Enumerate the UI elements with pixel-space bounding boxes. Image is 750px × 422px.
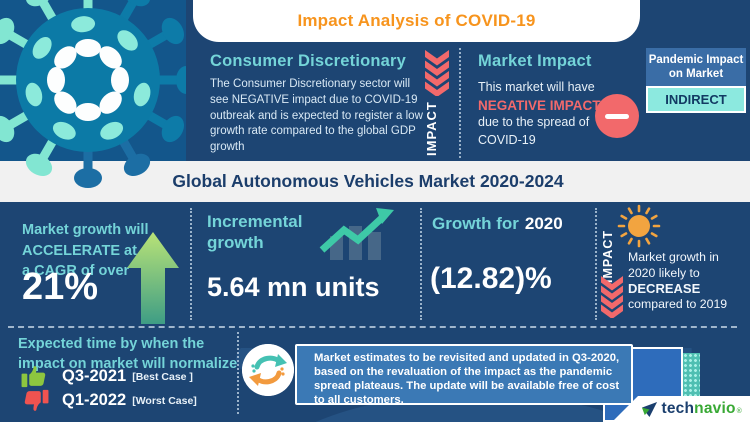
pandemic-impact-value: INDIRECT (646, 86, 746, 113)
impact-panel-text: Market growth in 2020 likely to DECREASE… (628, 250, 748, 312)
best-case-value: Q3-2021 (62, 367, 127, 385)
stats-divider-2 (420, 208, 422, 320)
title-card: Impact Analysis of COVID-19 (193, 0, 640, 42)
incremental-growth-value: 5.64 mn units (207, 272, 380, 302)
best-case-row: Q3-2021 [Best Case ] (20, 364, 193, 389)
thumbs-down-icon (24, 389, 49, 411)
thumbs-up-icon (21, 366, 46, 388)
cagr-value: 21% (22, 266, 99, 308)
chevrons-down-icon-impact (601, 276, 623, 318)
worst-case-label: [Worst Case] (132, 394, 197, 407)
page-title: Impact Analysis of COVID-19 (297, 11, 536, 30)
pandemic-impact-box: Pandemic Impact on Market INDIRECT (646, 48, 746, 113)
growth-2020-label: Growth for 2020 (432, 214, 563, 233)
minus-bar (605, 113, 629, 119)
stats-divider-3 (595, 208, 597, 320)
top-section-divider (459, 48, 461, 158)
coronavirus-illustration (0, 0, 186, 188)
chevrons-down-icon (425, 50, 449, 96)
technavio-logo-icon (642, 401, 658, 417)
negative-impact-text: NEGATIVE IMPACT (478, 97, 601, 113)
consumer-discretionary-heading: Consumer Discretionary (210, 52, 407, 70)
worst-case-row: Q1-2022 [Worst Case] (20, 388, 197, 413)
growth-chart-icon (319, 208, 394, 260)
pandemic-impact-header: Pandemic Impact on Market (646, 48, 746, 86)
decrease-text: DECREASE (628, 281, 701, 297)
best-case-label: [Best Case ] (132, 370, 193, 383)
incremental-growth-heading: Incremental growth (207, 212, 303, 252)
market-impact-heading: Market Impact (478, 52, 592, 70)
technavio-logo-strip: tech navio ® (612, 396, 750, 422)
impact-panel-vertical-label: IMPACT (601, 230, 615, 283)
impact-vertical-label: IMPACT (424, 101, 439, 156)
minus-circle-icon (595, 94, 639, 138)
bottom-divider (237, 332, 239, 414)
report-title: Global Autonomous Vehicles Market 2020-2… (172, 171, 564, 191)
accelerate-text: Market growth will ACCELERATE at a CAGR … (22, 222, 149, 279)
growth-2020-value: (12.82)% (430, 262, 552, 295)
technavio-wordmark: tech navio ® (661, 400, 742, 417)
note-text: Market estimates to be revisited and upd… (314, 352, 620, 406)
market-impact-line2: due to the spread of (478, 115, 590, 129)
market-impact-line1: This market will have (478, 80, 595, 94)
market-impact-body: This market will have NEGATIVE IMPACT du… (478, 79, 601, 149)
horizontal-separator (8, 326, 737, 328)
stats-divider-1 (190, 208, 192, 320)
consumer-discretionary-body: The Consumer Discretionary sector will s… (210, 78, 423, 154)
worst-case-value: Q1-2022 (62, 391, 127, 409)
up-arrow-icon (127, 232, 179, 324)
market-impact-line3: COVID-19 (478, 132, 536, 147)
sun-virus-icon (617, 204, 661, 248)
refresh-icon (242, 344, 294, 396)
note-box: Market estimates to be revisited and upd… (295, 344, 633, 406)
normalize-heading: Expected time by when the impact on mark… (18, 336, 238, 372)
